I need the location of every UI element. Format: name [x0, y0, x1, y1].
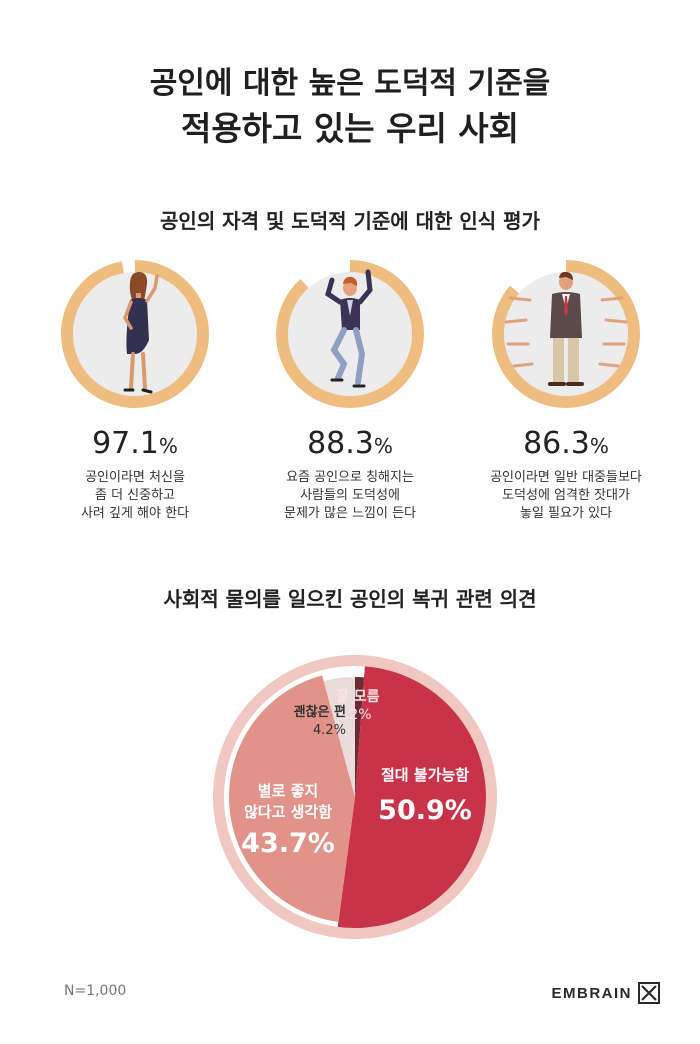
progress-arc-1: [61, 260, 209, 408]
stat-value-2: 88.3%: [307, 426, 393, 461]
embrain-logo-icon: [638, 982, 660, 1004]
progress-arc-3: [492, 260, 640, 408]
pie-chart: 잘 모름 1.2% 괜찮은 편 4.2% 절대 불가능함 50.9% 별로 좋지…: [210, 652, 500, 942]
section2-title: 사회적 물의를 일으킨 공인의 복귀 관련 의견: [163, 587, 537, 611]
slice-label-okay: 괜찮은 편 4.2%: [293, 705, 346, 738]
man-in-suit-icon: [548, 271, 584, 386]
dancing-man-icon: [325, 269, 373, 388]
sample-size: N=1,000: [64, 983, 127, 999]
pie-slice-okay: [323, 677, 355, 797]
stat-card-1: 97.1% 공인이라면 처신을 좀 더 신중하고 사려 깊게 해야 한다: [25, 258, 245, 523]
progress-ring-3: [492, 260, 640, 408]
stat-card-3: 86.3% 공인이라면 일반 대중들보다 도덕성에 엄격한 잣대가 놓일 필요가…: [456, 258, 676, 523]
stat-value-1: 97.1%: [92, 426, 178, 461]
stat-desc-3: 공인이라면 일반 대중들보다 도덕성에 엄격한 잣대가 놓일 필요가 있다: [490, 470, 642, 521]
section1-title: 공인의 자격 및 도덕적 기준에 대한 인식 평가: [160, 209, 540, 233]
page-title-line2: 적용하고 있는 우리 사회: [180, 109, 520, 148]
page-title-line1: 공인에 대한 높은 도덕적 기준을: [149, 66, 551, 101]
slice-label-never: 절대 불가능함 50.9%: [378, 766, 472, 826]
brand-logo: EMBRAIN: [552, 982, 660, 1004]
pie-slice-dontknow: [355, 677, 365, 797]
slice-label-notgood: 별로 좋지 않다고 생각함 43.7%: [241, 782, 335, 859]
pie-slice-never: [337, 666, 486, 928]
woman-figure-icon: [123, 272, 159, 394]
pointing-hands-icon: [504, 296, 628, 368]
slice-label-dontknow: 잘 모름 1.2%: [336, 689, 380, 723]
pie-chart-svg: [213, 655, 497, 939]
stat-desc-1: 공인이라면 처신을 좀 더 신중하고 사려 깊게 해야 한다: [80, 470, 190, 521]
stat-desc-2: 요즘 공인으로 칭해지는 사람들의 도덕성에 문제가 많은 느낌이 든다: [284, 470, 416, 521]
stat-value-3: 86.3%: [523, 426, 609, 461]
progress-ring-1: [61, 260, 209, 408]
stat-card-2: 88.3% 요즘 공인으로 칭해지는 사람들의 도덕성에 문제가 많은 느낌이 …: [240, 258, 460, 523]
pie-slice-notgood: [229, 675, 355, 922]
progress-ring-2: [276, 260, 424, 408]
progress-arc-2: [276, 260, 424, 408]
